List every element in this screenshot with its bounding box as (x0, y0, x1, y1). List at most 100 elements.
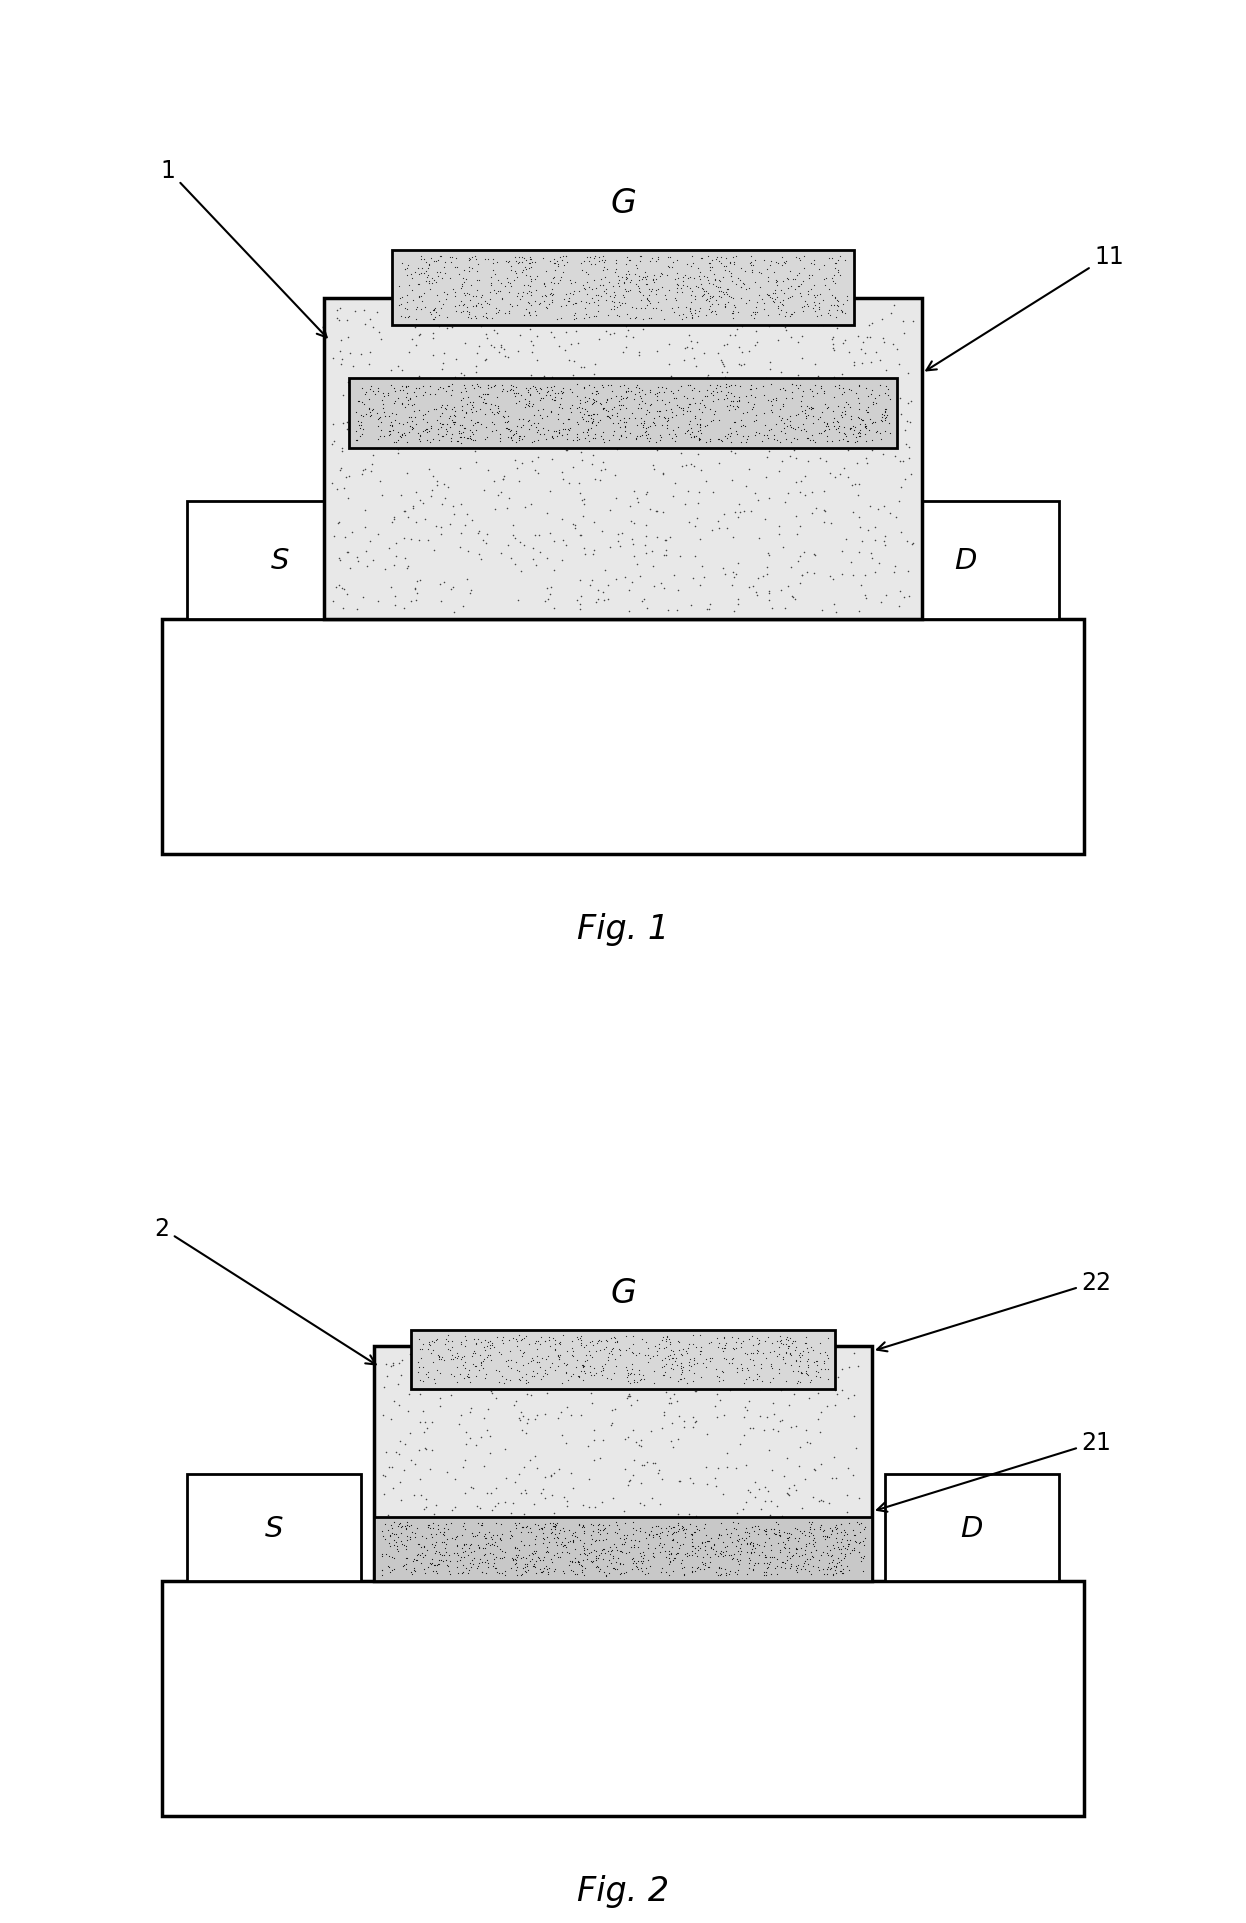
Point (749, 1529, 769, 1560)
Point (647, 246, 667, 277)
Point (427, 1550, 447, 1581)
Point (412, 404, 432, 435)
Point (363, 544, 383, 575)
Point (638, 1536, 658, 1567)
Point (410, 362, 430, 392)
Point (795, 394, 815, 425)
Point (411, 1481, 431, 1511)
Point (623, 1415, 643, 1446)
Point (574, 1560, 594, 1590)
Point (765, 1513, 785, 1544)
Point (482, 398, 502, 429)
Point (682, 1519, 701, 1550)
Point (577, 387, 597, 417)
Point (782, 385, 802, 415)
Point (766, 265, 786, 296)
Point (579, 433, 599, 463)
Point (617, 242, 637, 273)
Point (388, 352, 407, 383)
Point (573, 1544, 593, 1575)
Point (457, 1558, 477, 1588)
Point (547, 1510, 567, 1540)
Point (464, 419, 483, 450)
Point (422, 1325, 442, 1356)
Point (608, 306, 628, 337)
Point (766, 1519, 786, 1550)
Point (576, 1554, 596, 1585)
Point (729, 387, 749, 417)
Point (434, 1511, 454, 1542)
Point (616, 312, 635, 342)
Point (629, 1338, 649, 1369)
Point (663, 1517, 683, 1548)
Point (528, 396, 548, 427)
Point (498, 402, 518, 433)
Point (695, 1510, 715, 1540)
Point (584, 387, 604, 417)
Point (837, 283, 857, 313)
Point (437, 1523, 457, 1554)
Point (734, 1367, 754, 1398)
Point (476, 1558, 496, 1588)
Point (716, 1327, 736, 1358)
Point (501, 1523, 521, 1554)
Point (612, 417, 632, 448)
Point (425, 394, 445, 425)
Point (862, 408, 882, 438)
Point (669, 300, 689, 331)
Point (572, 1556, 592, 1586)
Point (476, 1519, 496, 1550)
Point (725, 369, 745, 400)
Point (553, 1531, 573, 1561)
Point (628, 392, 648, 423)
Point (812, 310, 832, 340)
Point (400, 1338, 420, 1369)
Point (395, 542, 415, 573)
Point (635, 263, 655, 294)
Point (351, 400, 371, 431)
Point (364, 312, 384, 342)
Point (542, 1517, 562, 1548)
Point (743, 1556, 763, 1586)
Point (545, 1498, 564, 1529)
Point (583, 1329, 603, 1360)
Point (561, 398, 581, 429)
Point (495, 1536, 515, 1567)
Point (414, 279, 434, 310)
Point (541, 398, 561, 429)
Point (881, 298, 901, 329)
Point (603, 419, 623, 450)
Point (633, 304, 653, 335)
Point (741, 375, 761, 406)
Point (593, 425, 613, 456)
Point (568, 1510, 588, 1540)
Point (778, 1479, 797, 1510)
Point (525, 1404, 545, 1435)
Point (740, 1529, 760, 1560)
Point (435, 1373, 455, 1404)
Point (871, 588, 891, 619)
Point (445, 408, 465, 438)
Point (461, 271, 481, 302)
Point (769, 519, 789, 550)
Point (415, 292, 435, 323)
Point (623, 379, 643, 410)
Point (760, 1542, 780, 1573)
Point (542, 1546, 562, 1577)
Point (736, 1513, 756, 1544)
Point (567, 1536, 587, 1567)
Point (435, 258, 455, 288)
Point (404, 1544, 424, 1575)
Point (618, 1469, 638, 1500)
Point (547, 1508, 567, 1538)
Point (790, 1517, 810, 1548)
Point (657, 1504, 677, 1535)
Point (652, 1511, 672, 1542)
Point (547, 246, 567, 277)
Point (898, 388, 918, 419)
Point (855, 412, 875, 442)
Point (464, 425, 483, 456)
Point (335, 523, 355, 554)
Point (720, 246, 740, 277)
Point (761, 1454, 781, 1485)
